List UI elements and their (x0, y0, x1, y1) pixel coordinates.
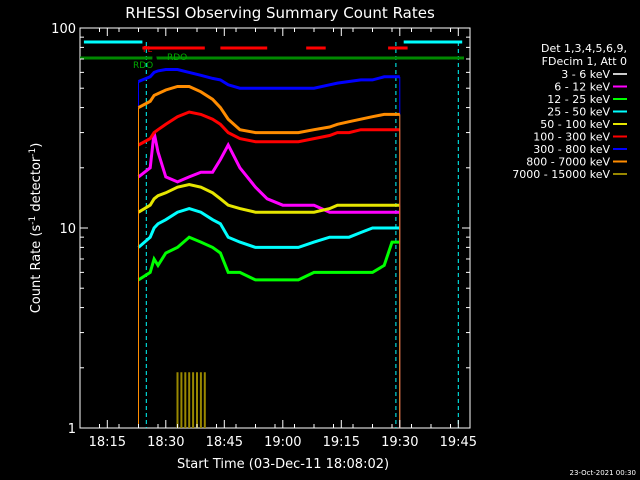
x-axis-label: Start Time (03-Dec-11 18:08:02) (177, 457, 389, 472)
legend-entry-label: 12 - 25 keV (547, 93, 610, 106)
flag-label-fl: FL (143, 45, 153, 54)
series-3-6-kev (137, 52, 401, 428)
series-line (137, 68, 400, 90)
legend-header: FDecim 1, Att 0 (542, 55, 627, 68)
y-axis-label: Count Rate (s-1 detector-1) (28, 143, 44, 314)
flag-label-rdo-1: RDO (167, 53, 187, 63)
legend-entry-label: 100 - 300 keV (533, 131, 610, 144)
y-tick-label: 10 (59, 222, 76, 237)
observing-state-lines (80, 40, 464, 428)
series-layer (137, 52, 401, 428)
legend-header: Det 1,3,4,5,6,9, (541, 42, 627, 55)
legend-entry-label: 7000 - 15000 keV (512, 168, 610, 181)
legend-entry-label: 800 - 7000 keV (526, 156, 610, 169)
series-line (137, 182, 400, 214)
x-tick-label: 18:30 (147, 435, 184, 450)
series-line (137, 132, 400, 214)
x-tick-label: 19:45 (440, 435, 477, 450)
x-tick-label: 19:30 (381, 435, 418, 450)
legend-entry-label: 3 - 6 keV (561, 68, 610, 81)
x-tick-label: 19:15 (323, 435, 360, 450)
legend-entry-label: 25 - 50 keV (547, 106, 610, 119)
legend-entry-label: 6 - 12 keV (554, 81, 610, 94)
x-tick-label: 18:45 (206, 435, 243, 450)
flag-label-rdo-2: RDO (133, 61, 153, 71)
series-line (137, 52, 400, 161)
series-7000-15000-kev (176, 372, 206, 428)
series-line (137, 207, 400, 249)
legend: Det 1,3,4,5,6,9,FDecim 1, Att 03 - 6 keV… (512, 42, 627, 181)
y-tick-label: 1 (68, 422, 76, 437)
series-line (137, 235, 400, 282)
x-tick-label: 18:15 (89, 435, 126, 450)
timestamp: 23-Oct-2021 00:30 (570, 469, 636, 477)
legend-entry-label: 300 - 800 keV (533, 143, 610, 156)
y-tick-label: 100 (51, 22, 76, 37)
series-line (137, 85, 400, 135)
chart-title: RHESSI Observing Summary Count Rates (125, 4, 435, 22)
x-tick-label: 19:00 (264, 435, 301, 450)
series-800-7000-kev (137, 85, 401, 428)
axes-layer: 18:15 18:30 18:45 19:00 19:15 19:30 19:45 1 10 10… (51, 22, 477, 450)
legend-entry-label: 50 - 100 keV (540, 118, 610, 131)
series-line (137, 110, 400, 147)
